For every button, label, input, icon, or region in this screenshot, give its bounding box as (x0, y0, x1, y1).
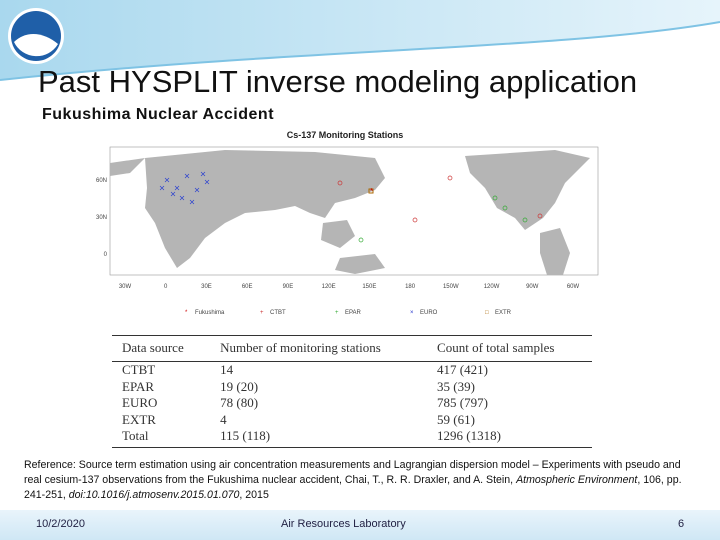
lon-label: 90W (526, 284, 539, 290)
lat-label: 30N (96, 215, 107, 221)
legend-symbol: × (410, 310, 414, 316)
journal: Atmospheric Environment (516, 474, 638, 486)
lon-label: 60W (567, 284, 580, 290)
table-cell: CTBT (122, 362, 156, 377)
slide-subtitle: Fukushima Nuclear Accident (42, 106, 275, 123)
table-cell: 115 (118) (210, 428, 428, 448)
table-row: EXTR 4 59 (61) (112, 412, 592, 429)
lon-label: 0 (164, 284, 168, 290)
fukushima-marker: * (370, 187, 373, 196)
reference-text: , 106, pp. 241-251, (24, 474, 682, 501)
lon-label: 120W (484, 284, 500, 290)
station-table: Data source Number of monitoring station… (112, 335, 592, 448)
table-row: EURO 78 (80) 785 (797) (112, 395, 592, 412)
legend-symbol: + (260, 310, 264, 316)
lat-label: 0 (104, 252, 108, 258)
map-legend: * Fukushima + CTBT + EPAR × EURO □ EXTR (185, 310, 512, 316)
legend-symbol: * (185, 310, 188, 316)
reference-text: , 2015 (239, 489, 269, 501)
epar-markers (358, 195, 528, 243)
lon-label: 180 (405, 284, 416, 290)
table-cell: 4 (220, 411, 227, 427)
lat-label: 60N (96, 178, 107, 184)
lon-label: 150E (362, 284, 376, 290)
footer: 10/2/2020 Air Resources Laboratory 6 (0, 510, 720, 540)
table-cell: 1296 (1318) (427, 428, 592, 448)
table-cell: EXTR (122, 411, 156, 427)
lon-label: 60E (242, 284, 253, 290)
table-header: Data source Number of monitoring station… (112, 335, 592, 362)
lat-labels: 60N 30N 0 (96, 178, 108, 258)
legend-symbol: □ (485, 310, 489, 316)
slide-title: Past HYSPLIT inverse modeling applicatio… (38, 64, 638, 99)
footer-organization: Air Resources Laboratory (281, 518, 406, 530)
table-row: CTBT 14 417 (421) (112, 362, 592, 379)
table-cell: 14 (220, 362, 234, 377)
header-wave (0, 0, 720, 80)
table-cell: Total (112, 428, 211, 448)
header-art (0, 0, 720, 81)
legend-symbol: + (335, 310, 339, 316)
table-cell: 417 (421) (437, 362, 488, 377)
table-row: EPAR 19 (20) 35 (39) (112, 379, 592, 396)
ctbt-markers (337, 175, 543, 223)
land (110, 150, 590, 275)
header-cell: Count of total samples (427, 335, 592, 362)
lon-label: 30E (201, 284, 212, 290)
table-cell: EURO (122, 395, 158, 410)
header-cell: Data source (112, 335, 211, 362)
lon-label: 120E (322, 284, 336, 290)
extr-marker (368, 188, 374, 194)
footer-date: 10/2/2020 (36, 518, 85, 530)
lon-label: 150W (443, 284, 459, 290)
table-cell: 59 (61) (437, 411, 475, 427)
reference: Reference: Source term estimation using … (24, 458, 696, 503)
legend-label: EXTR (495, 310, 512, 316)
station-markers (159, 171, 210, 205)
doi: doi:10.1016/j.atmosenv.2015.01.070 (68, 489, 240, 501)
logo-bird (14, 33, 58, 57)
page-number: 6 (678, 518, 685, 530)
map-title: Cs-137 Monitoring Stations (287, 130, 404, 140)
station-map: Cs-137 Monitoring Stations * 60N 30N 0 30W… (96, 130, 599, 316)
table-cell: EPAR (122, 378, 155, 394)
lon-labels: 30W 0 30E 60E 90E 120E 150E 180 150W 120W 90W 60W (119, 284, 580, 290)
table-body: CTBT 14 417 (421) EPAR 19 (20) 35 (39) EURO 78 … (112, 362, 592, 448)
table-cell: 19 (20) (220, 378, 259, 394)
legend-label: EPAR (345, 310, 362, 316)
legend-label: CTBT (270, 310, 286, 316)
table-row: Total 115 (118) 1296 (1318) (112, 428, 592, 448)
legend-label: Fukushima (195, 310, 225, 316)
header-line (0, 21, 720, 81)
lon-label: 90E (283, 284, 294, 290)
header-cell: Number of monitoring stations (210, 335, 428, 362)
lon-label: 30W (119, 284, 132, 290)
table-cell: 35 (39) (437, 378, 475, 394)
table-cell: 78 (80) (220, 395, 259, 410)
table-cell: 785 (797) (437, 395, 488, 410)
reference-text: Reference: Source term estimation using … (24, 459, 681, 486)
legend-label: EURO (420, 310, 438, 316)
